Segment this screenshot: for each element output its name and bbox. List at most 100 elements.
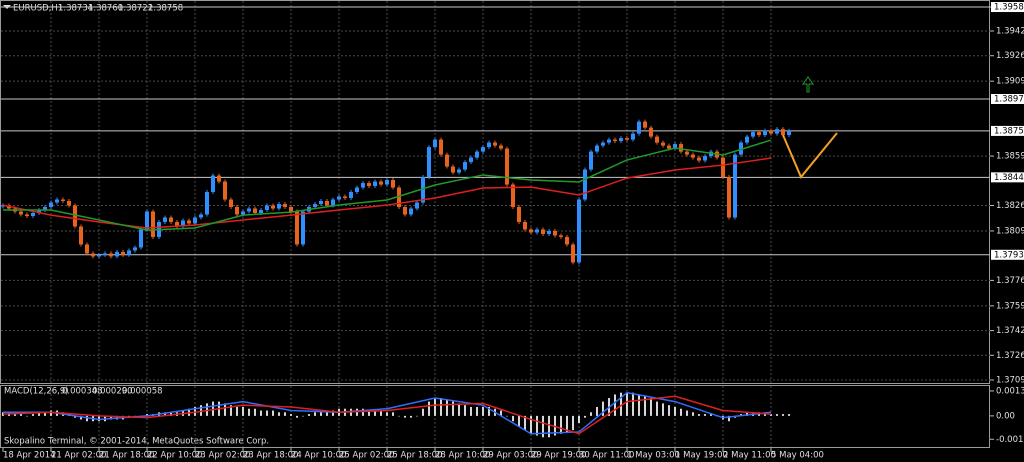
candle-body bbox=[301, 211, 305, 245]
candle-body bbox=[37, 209, 41, 213]
histogram-bar bbox=[326, 410, 328, 416]
candle-body bbox=[367, 183, 371, 187]
y-tick-label: 0.001397 bbox=[996, 386, 1024, 396]
histogram-bar bbox=[410, 415, 412, 418]
candle-body bbox=[427, 147, 431, 178]
histogram-bar bbox=[290, 414, 292, 416]
x-tick-label: 1 May 03:00 bbox=[627, 451, 680, 461]
x-tick-label: 29 Apr 03:00 bbox=[483, 451, 538, 461]
quote-value: 1.38758 bbox=[148, 4, 183, 14]
candle-body bbox=[67, 201, 71, 206]
candle-body bbox=[391, 180, 395, 188]
candle-body bbox=[529, 229, 533, 233]
candle-body bbox=[55, 199, 59, 203]
candle-body bbox=[43, 207, 47, 210]
candle-body bbox=[487, 142, 491, 148]
x-tick-label: 1 May 19:00 bbox=[675, 451, 728, 461]
histogram-bar bbox=[572, 415, 574, 431]
histogram-bar bbox=[542, 415, 544, 438]
histogram-bar bbox=[224, 403, 226, 416]
histogram-bar bbox=[374, 410, 376, 416]
candle-body bbox=[463, 162, 467, 170]
candle-body bbox=[457, 169, 461, 173]
candle-body bbox=[247, 208, 251, 212]
histogram-bar bbox=[680, 408, 682, 416]
histogram-bar bbox=[524, 415, 526, 431]
histogram-bar bbox=[578, 415, 580, 424]
histogram-bar bbox=[362, 408, 364, 416]
candle-body bbox=[187, 220, 191, 224]
quote-value: 0.000348 bbox=[62, 387, 103, 397]
histogram-bar bbox=[632, 392, 634, 416]
x-tick-label: 21 Apr 02:00 bbox=[51, 451, 106, 461]
histogram-bar bbox=[488, 406, 490, 416]
candle-body bbox=[733, 154, 737, 218]
candle-body bbox=[19, 211, 23, 215]
buy-arrow bbox=[802, 76, 814, 93]
candle-body bbox=[763, 130, 767, 136]
candle-body bbox=[721, 157, 725, 178]
histogram-bar bbox=[710, 414, 712, 416]
histogram-bar bbox=[614, 394, 616, 416]
candle-body bbox=[115, 251, 119, 257]
candle-body bbox=[433, 139, 437, 148]
histogram-bar bbox=[110, 415, 112, 420]
x-tick-label: 24 Apr 10:00 bbox=[291, 451, 346, 461]
histogram-bar bbox=[14, 414, 16, 416]
y-tick-label: 1.37590 bbox=[996, 301, 1024, 311]
histogram-bar bbox=[692, 412, 694, 416]
candle-body bbox=[403, 207, 407, 215]
histogram-bar bbox=[644, 396, 646, 416]
candle-body bbox=[151, 211, 155, 237]
candle-body bbox=[781, 129, 785, 136]
candle-body bbox=[625, 138, 629, 140]
histogram-bar bbox=[446, 399, 448, 416]
histogram-bar bbox=[656, 401, 658, 416]
candle-body bbox=[445, 154, 449, 167]
candle-body bbox=[649, 127, 653, 137]
candle-body bbox=[415, 202, 419, 209]
histogram-bar bbox=[500, 410, 502, 416]
candle-body bbox=[289, 207, 293, 212]
histogram-bar bbox=[50, 410, 52, 416]
histogram-bar bbox=[368, 410, 370, 416]
candle-body bbox=[127, 250, 131, 255]
footer: Skopalino Terminal, © 2001-2014, MetaQuo… bbox=[4, 437, 269, 447]
candle-body bbox=[85, 244, 89, 254]
histogram-bar bbox=[536, 415, 538, 436]
histogram-bar bbox=[416, 415, 418, 417]
histogram-bar bbox=[554, 415, 556, 436]
candle-body bbox=[379, 181, 383, 185]
candle-body bbox=[601, 142, 605, 146]
y-tick-label: 1.38590 bbox=[996, 152, 1024, 162]
candle-body bbox=[475, 151, 479, 158]
candle-body bbox=[265, 205, 269, 210]
histogram-bar bbox=[590, 412, 592, 416]
histogram-bar bbox=[254, 408, 256, 416]
histogram-bar bbox=[422, 408, 424, 416]
histogram-bar bbox=[674, 406, 676, 416]
histogram-bar bbox=[332, 410, 334, 416]
candle-body bbox=[223, 181, 227, 200]
candle-body bbox=[241, 211, 245, 215]
candle-body bbox=[337, 196, 341, 200]
histogram-bar bbox=[470, 406, 472, 416]
candle-body bbox=[331, 199, 335, 206]
candle-body bbox=[1, 205, 5, 207]
candle-body bbox=[319, 201, 323, 205]
x-tick-label: 22 Apr 10:00 bbox=[147, 451, 202, 461]
histogram-bar bbox=[206, 403, 208, 416]
candle-body bbox=[139, 229, 143, 248]
candle-body bbox=[613, 139, 617, 142]
histogram-bar bbox=[560, 415, 562, 434]
histogram-bar bbox=[266, 410, 268, 416]
candle-body bbox=[577, 199, 581, 263]
level-box bbox=[991, 94, 1024, 105]
candle-body bbox=[571, 244, 575, 263]
candle-body bbox=[523, 221, 527, 230]
x-tick-label: 5 May 04:00 bbox=[771, 451, 824, 461]
candle-body bbox=[49, 202, 53, 208]
candle-body bbox=[727, 177, 731, 218]
histogram-bar bbox=[20, 414, 22, 416]
